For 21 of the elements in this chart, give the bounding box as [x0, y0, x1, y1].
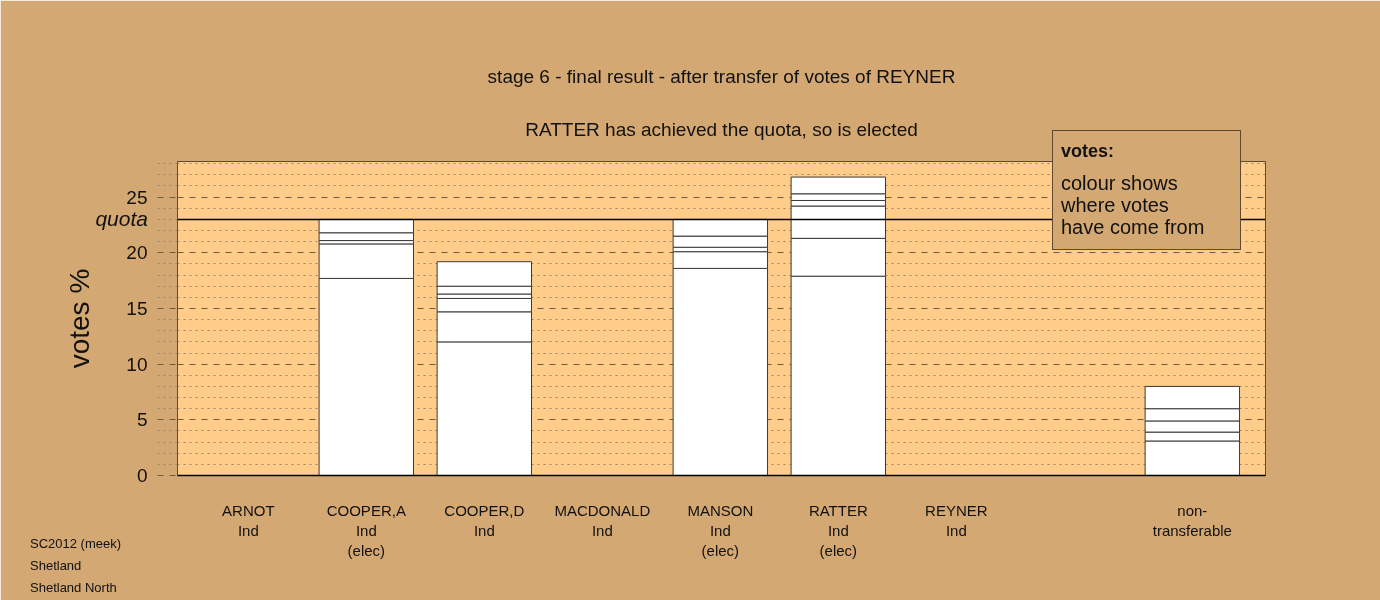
ref-line-label: quota: [95, 206, 148, 232]
chart-title: stage 6 - final result - after transfer of votes of REYNER: [487, 65, 956, 87]
y-tick-label: 0: [136, 465, 148, 486]
y-axis-title: votes %: [64, 268, 96, 369]
x-tick-label: MANSON Ind (elec): [687, 501, 754, 560]
x-tick-label: non- transferable: [1152, 501, 1232, 539]
text: votes:: [1061, 140, 1115, 162]
x-tick-label: MACDONALD Ind: [554, 501, 651, 539]
y-tick-label: 15: [126, 297, 148, 319]
y-tick-label: 10: [126, 353, 148, 375]
x-tick-label: REYNER Ind: [925, 501, 988, 539]
text: SC2012 (meek) Shetland Shetland North: [30, 535, 122, 597]
x-tick-label: COOPER,D Ind: [444, 501, 525, 539]
x-tick-label: COOPER,A Ind (elec): [326, 501, 406, 560]
x-tick-label: RATTER Ind (elec): [808, 501, 868, 560]
y-tick-label: 20: [126, 242, 148, 264]
annotation: colour shows where votes have come from: [1061, 172, 1205, 238]
x-tick-label: ARNOT Ind: [222, 501, 275, 539]
y-tick-label: 5: [136, 409, 148, 431]
chart-subtitle: RATTER has achieved the quota, so is elected: [525, 118, 918, 140]
y-tick-label: 25: [126, 186, 148, 208]
